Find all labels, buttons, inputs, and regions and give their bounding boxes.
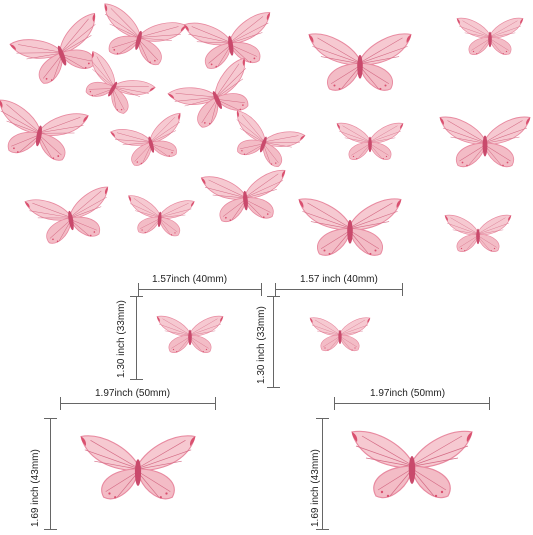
- dimension-cap: [44, 418, 57, 419]
- dimension-line: [275, 289, 403, 290]
- dimension-line: [334, 403, 490, 404]
- large-left-height-label: 1.69 inch (43mm): [30, 449, 41, 527]
- butterfly-large-right: [351, 430, 473, 499]
- large-right-width-label: 1.97inch (50mm): [370, 388, 446, 399]
- dimension-line: [273, 296, 274, 388]
- butterfly: [125, 195, 195, 238]
- butterfly-large-left: [80, 435, 196, 500]
- dimension-cap: [267, 296, 280, 297]
- dimension-line: [322, 418, 323, 530]
- butterfly: [183, 11, 277, 72]
- dimension-line: [50, 418, 51, 530]
- butterfly-small-right: [309, 317, 371, 352]
- small-left-width-label: 1.57inch (40mm): [152, 274, 228, 285]
- small-left-height-label: 1.30 inch (33mm): [116, 300, 127, 378]
- dimension-cap: [215, 397, 216, 410]
- butterfly: [200, 169, 290, 224]
- dimension-line: [60, 403, 216, 404]
- dimension-cap: [130, 296, 143, 297]
- butterfly: [308, 33, 412, 91]
- dimension-line: [138, 289, 262, 290]
- large-right-height-label: 1.69 inch (43mm): [310, 449, 321, 527]
- butterfly: [24, 186, 117, 248]
- dimension-cap: [60, 397, 61, 410]
- dimension-cap: [44, 529, 57, 530]
- butterfly: [456, 17, 524, 55]
- dimension-cap: [489, 397, 490, 410]
- dimension-cap: [316, 529, 329, 530]
- dimension-cap: [267, 387, 280, 388]
- dimension-cap: [334, 397, 335, 410]
- butterfly: [9, 12, 112, 91]
- large-left-width-label: 1.97inch (50mm): [95, 388, 171, 399]
- butterfly: [0, 99, 89, 165]
- dimension-cap: [402, 283, 403, 296]
- dimension-cap: [130, 379, 143, 380]
- dimension-cap: [261, 283, 262, 296]
- dimension-line: [136, 296, 137, 380]
- butterfly: [110, 112, 191, 171]
- butterfly: [439, 116, 531, 168]
- butterfly: [298, 198, 402, 256]
- butterfly: [223, 110, 306, 173]
- dimension-cap: [275, 283, 276, 296]
- small-right-height-label: 1.30 inch (33mm): [256, 306, 267, 384]
- butterfly-small-left: [156, 315, 224, 353]
- dimension-cap: [316, 418, 329, 419]
- butterfly: [444, 214, 512, 252]
- dimension-cap: [138, 283, 139, 296]
- butterfly: [336, 122, 404, 160]
- small-right-width-label: 1.57 inch (40mm): [300, 274, 378, 285]
- butterfly: [92, 3, 187, 71]
